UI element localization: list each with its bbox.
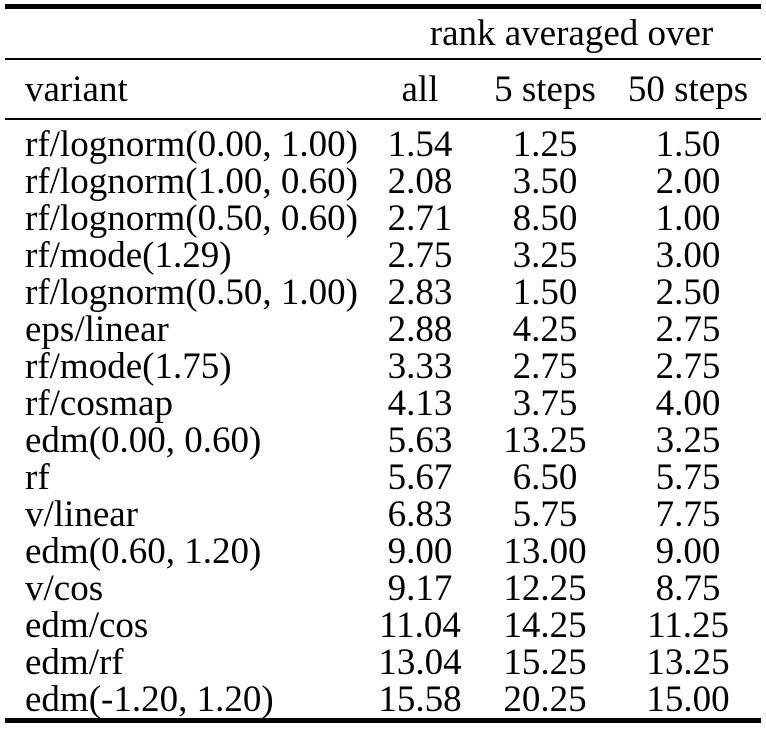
rank-value-cell: 9.00 — [387, 531, 453, 572]
variant-cell: rf/lognorm(0.50, 1.00) — [25, 272, 358, 313]
variant-cell: eps/linear — [25, 309, 169, 350]
rank-value-cell: 7.75 — [655, 494, 721, 535]
rank-value-cell: 15.00 — [646, 679, 730, 720]
rank-value-cell: 5.75 — [512, 494, 578, 535]
rank-value-cell: 3.00 — [655, 235, 721, 276]
variant-cell: rf/mode(1.29) — [25, 235, 232, 276]
table-row: rf/mode(1.29) 2.75 3.25 3.00 — [5, 237, 761, 274]
rank-value-cell: 1.25 — [512, 124, 578, 165]
table-row: edm(0.60, 1.20) 9.00 13.00 9.00 — [5, 533, 761, 570]
variant-cell: v/cos — [25, 568, 104, 609]
rank-value-cell: 1.00 — [655, 198, 721, 239]
column-header-all: all — [401, 68, 439, 110]
rank-value-cell: 13.04 — [378, 642, 462, 683]
rank-value-cell: 12.25 — [503, 568, 587, 609]
rank-value-cell: 2.75 — [512, 346, 578, 387]
rank-value-cell: 2.75 — [655, 309, 721, 350]
table-row: edm/cos 11.04 14.25 11.25 — [5, 607, 761, 644]
rank-value-cell: 13.00 — [503, 531, 587, 572]
rank-value-cell: 1.50 — [655, 124, 721, 165]
variant-cell: edm(0.00, 0.60) — [25, 420, 262, 461]
variant-cell: rf/lognorm(0.50, 0.60) — [25, 198, 358, 239]
table-row: edm(-1.20, 1.20) 15.58 20.25 15.00 — [5, 681, 761, 721]
rank-value-cell: 4.25 — [512, 309, 578, 350]
table-body: rf/lognorm(0.00, 1.00) 1.54 1.25 1.50 rf/log… — [5, 119, 761, 721]
variant-cell: rf — [25, 457, 50, 498]
column-header-5-steps: 5 steps — [494, 68, 596, 110]
table-row: edm/rf 13.04 15.25 13.25 — [5, 644, 761, 681]
rank-value-cell: 13.25 — [503, 420, 587, 461]
variant-cell: edm(0.60, 1.20) — [25, 531, 262, 572]
span-header-row: rank averaged over — [5, 7, 762, 60]
table-row: v/linear 6.83 5.75 7.75 — [5, 496, 761, 533]
rank-value-cell: 5.63 — [387, 420, 453, 461]
table-row: eps/linear 2.88 4.25 2.75 — [5, 311, 761, 348]
rank-value-cell: 15.58 — [378, 679, 462, 720]
variant-cell: edm/cos — [25, 605, 149, 646]
rank-value-cell: 2.75 — [655, 346, 721, 387]
table-row: rf/cosmap 4.13 3.75 4.00 — [5, 385, 761, 422]
column-header-variant: variant — [25, 68, 128, 110]
variant-cell: rf/lognorm(0.00, 1.00) — [25, 124, 358, 165]
rank-value-cell: 6.83 — [387, 494, 453, 535]
rank-value-cell: 2.88 — [387, 309, 453, 350]
rank-value-cell: 2.00 — [655, 161, 721, 202]
variant-cell: v/linear — [25, 494, 139, 535]
rank-value-cell: 3.25 — [655, 420, 721, 461]
table-row: rf/lognorm(0.50, 0.60) 2.71 8.50 1.00 — [5, 200, 761, 237]
table-row: v/cos 9.17 12.25 8.75 — [5, 570, 761, 607]
rank-value-cell: 11.25 — [647, 605, 729, 646]
rank-table: rank averaged over variant all 5 steps 5… — [5, 4, 762, 723]
variant-cell: edm(-1.20, 1.20) — [25, 679, 274, 720]
rank-value-cell: 2.50 — [655, 272, 721, 313]
variant-cell: rf/mode(1.75) — [25, 346, 232, 387]
table-row: rf/lognorm(0.00, 1.00) 1.54 1.25 1.50 — [5, 119, 761, 163]
rank-value-cell: 6.50 — [512, 457, 578, 498]
rank-value-cell: 1.54 — [387, 124, 453, 165]
rank-value-cell: 2.71 — [387, 198, 453, 239]
column-header-row: variant all 5 steps 50 steps — [5, 59, 762, 119]
column-header-50-steps: 50 steps — [627, 68, 749, 110]
empty-corner-cell — [5, 7, 365, 60]
rank-value-cell: 20.25 — [503, 679, 587, 720]
rank-value-cell: 2.75 — [387, 235, 453, 276]
rank-value-cell: 3.50 — [512, 161, 578, 202]
table-header: rank averaged over variant all 5 steps 5… — [5, 7, 762, 119]
rank-value-cell: 5.67 — [387, 457, 453, 498]
rank-value-cell: 9.00 — [655, 531, 721, 572]
rank-value-cell: 8.50 — [512, 198, 578, 239]
rank-value-cell: 1.50 — [512, 272, 578, 313]
table-row: rf 5.67 6.50 5.75 — [5, 459, 761, 496]
table-row: rf/mode(1.75) 3.33 2.75 2.75 — [5, 348, 761, 385]
variant-cell: edm/rf — [25, 642, 124, 683]
rank-value-cell: 2.08 — [387, 161, 453, 202]
span-header-rank-averaged-over: rank averaged over — [429, 13, 714, 54]
table-row: edm(0.00, 0.60) 5.63 13.25 3.25 — [5, 422, 761, 459]
rank-value-cell: 4.00 — [655, 383, 721, 424]
rank-value-cell: 3.25 — [512, 235, 578, 276]
rank-value-cell: 15.25 — [503, 642, 587, 683]
rank-value-cell: 14.25 — [503, 605, 587, 646]
rank-value-cell: 9.17 — [387, 568, 453, 609]
rank-value-cell: 5.75 — [655, 457, 721, 498]
rank-value-cell: 3.75 — [512, 383, 578, 424]
rank-value-cell: 4.13 — [387, 383, 453, 424]
rank-value-cell: 13.25 — [646, 642, 730, 683]
table-row: rf/lognorm(0.50, 1.00) 2.83 1.50 2.50 — [5, 274, 761, 311]
variant-cell: rf/lognorm(1.00, 0.60) — [25, 161, 358, 202]
variant-cell: rf/cosmap — [25, 383, 173, 424]
rank-value-cell: 3.33 — [387, 346, 453, 387]
rank-value-cell: 8.75 — [655, 568, 721, 609]
table-row: rf/lognorm(1.00, 0.60) 2.08 3.50 2.00 — [5, 163, 761, 200]
rank-value-cell: 2.83 — [387, 272, 453, 313]
rank-value-cell: 11.04 — [379, 605, 461, 646]
